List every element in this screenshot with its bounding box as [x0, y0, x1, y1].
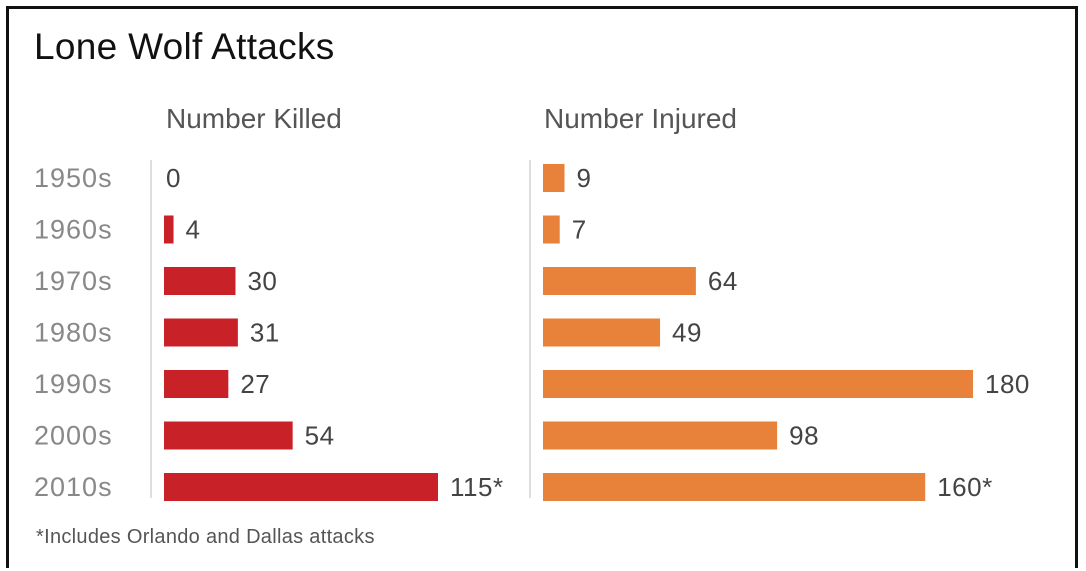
bar-killed-1980s [164, 318, 238, 347]
value-label-injured-1980s: 49 [672, 318, 702, 348]
bar-injured-1950s [543, 164, 565, 192]
category-label-2010s: 2010s [34, 472, 113, 502]
value-label-injured-1970s: 64 [708, 266, 738, 296]
value-label-injured-1990s: 180 [985, 369, 1030, 399]
panel-title-injured: Number Injured [544, 103, 737, 134]
bar-killed-2000s [164, 421, 293, 450]
bar-injured-1970s [543, 267, 696, 295]
value-label-killed-1950s: 0 [166, 163, 181, 193]
value-label-injured-2010s: 160* [937, 472, 993, 502]
category-label-1970s: 1970s [34, 266, 113, 296]
bar-injured-1980s [543, 318, 661, 347]
value-label-killed-1990s: 27 [240, 369, 270, 399]
value-label-injured-1960s: 7 [572, 215, 587, 245]
chart-frame [6, 6, 1078, 568]
category-label-2000s: 2000s [34, 421, 113, 451]
value-label-injured-1950s: 9 [577, 163, 592, 193]
footnote: *Includes Orlando and Dallas attacks [36, 526, 375, 548]
bar-killed-1990s [164, 370, 229, 398]
value-label-killed-1980s: 31 [250, 318, 280, 348]
value-label-killed-2010s: 115* [450, 472, 504, 502]
value-label-killed-1960s: 4 [186, 215, 201, 245]
value-label-killed-1970s: 30 [247, 266, 277, 296]
bar-injured-1960s [543, 215, 560, 244]
bar-killed-2010s [164, 473, 438, 501]
category-label-1990s: 1990s [34, 369, 113, 399]
bar-injured-1990s [543, 370, 973, 398]
value-label-killed-2000s: 54 [305, 421, 335, 451]
panel-title-killed: Number Killed [166, 103, 342, 134]
category-label-1980s: 1980s [34, 318, 113, 348]
panel-killed: Number Killed 04 30 31 27 54 115* [150, 103, 504, 502]
bar-killed-1970s [164, 267, 236, 295]
bar-injured-2000s [543, 421, 778, 450]
chart-title: Lone Wolf Attacks [34, 26, 335, 67]
bar-killed-1960s [164, 215, 174, 244]
value-label-injured-2000s: 98 [789, 421, 819, 451]
category-labels: 1950s 1960s 1970s 1980s 1990s 2000s 2010s [34, 163, 113, 502]
bar-injured-2010s [543, 473, 926, 501]
category-label-1960s: 1960s [34, 215, 113, 245]
category-label-1950s: 1950s [34, 163, 113, 193]
